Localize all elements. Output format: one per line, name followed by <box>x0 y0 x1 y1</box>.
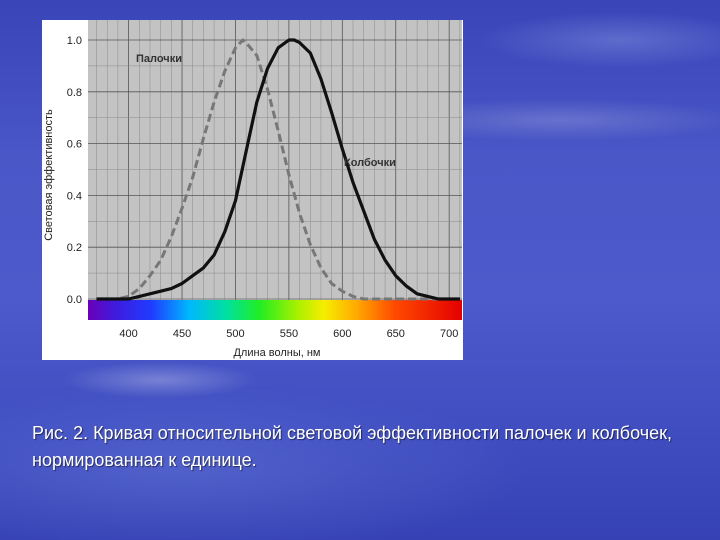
efficiency-chart: 0.0 0.2 0.4 0.6 0.8 1.0 400 450 500 550 600 650 700… <box>43 20 462 359</box>
curves <box>96 38 460 301</box>
series-label-cones: Колбочки <box>344 157 396 169</box>
plot-area <box>88 20 462 320</box>
y-axis-label: Световая эффективность <box>43 109 55 241</box>
x-tick-label: 600 <box>333 328 351 340</box>
x-tick-label: 450 <box>173 328 191 340</box>
chart-panel: 0.0 0.2 0.4 0.6 0.8 1.0 400 450 500 550 600 650 700… <box>42 20 463 360</box>
y-tick-label: 0.4 <box>67 190 82 202</box>
series-label-rods: Палочки <box>136 53 182 65</box>
x-tick-label: 650 <box>387 328 405 340</box>
y-tick-label: 0.6 <box>67 139 82 151</box>
x-tick-label: 400 <box>119 328 137 340</box>
x-axis-label: Длина волны, нм <box>233 347 320 359</box>
x-tick-label: 550 <box>280 328 298 340</box>
grid <box>88 20 462 300</box>
spectrum-band <box>88 300 462 320</box>
y-tick-label: 1.0 <box>67 35 82 47</box>
y-tick-label: 0.2 <box>67 242 82 254</box>
x-tick-label: 500 <box>226 328 244 340</box>
y-tick-label: 0.8 <box>67 87 82 99</box>
figure-caption: Рис. 2. Кривая относительной световой эф… <box>32 423 672 470</box>
x-tick-labels: 400 450 500 550 600 650 700 <box>119 328 458 340</box>
x-tick-label: 700 <box>440 328 458 340</box>
series-line-rods <box>96 38 450 301</box>
y-tick-labels: 0.0 0.2 0.4 0.6 0.8 1.0 <box>67 35 82 306</box>
series-line-cones <box>96 38 460 301</box>
y-tick-label: 0.0 <box>67 294 82 306</box>
